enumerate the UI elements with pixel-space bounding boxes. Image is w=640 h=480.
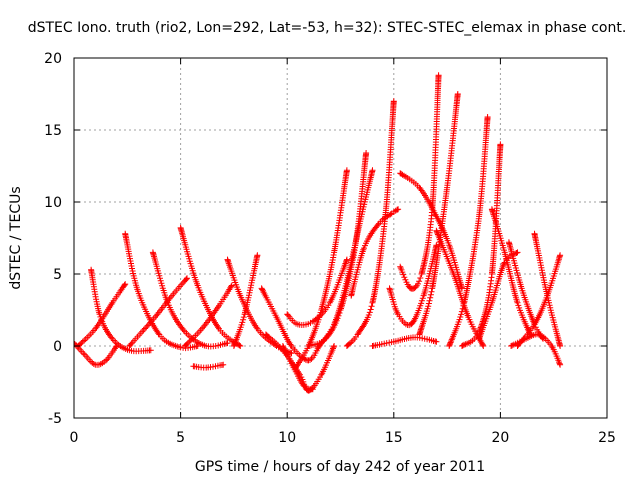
y-tick-label: 5 [53, 267, 62, 283]
series-arc-21 [386, 242, 440, 329]
series-arc-34 [508, 331, 564, 368]
series-arc-9 [190, 361, 227, 371]
x-tick-label: 10 [278, 430, 296, 446]
x-tick-label: 0 [70, 430, 79, 446]
series-markers [122, 230, 201, 352]
series-markers [316, 167, 376, 349]
x-tick-label: 5 [176, 430, 185, 446]
series-arc-28 [459, 141, 504, 349]
y-axis-title: dSTEC / TECUs [8, 186, 24, 289]
series-markers [88, 266, 154, 355]
series-markers [348, 206, 402, 299]
series-arc-16 [284, 256, 350, 328]
y-tick-label: 10 [44, 195, 62, 211]
series-arc-6 [149, 249, 231, 350]
series-markers [181, 282, 235, 349]
series-arc-1 [74, 340, 120, 368]
series-markers [386, 242, 440, 329]
series-markers [149, 249, 231, 350]
series-arc-12 [258, 285, 323, 364]
series-markers [343, 98, 397, 349]
tick-layer: 0 5 10 15 20 25 -5 0 5 10 15 20 [44, 51, 616, 446]
x-tick-label: 25 [598, 430, 616, 446]
series-markers [508, 331, 564, 368]
series-markers [433, 227, 487, 349]
series-markers [258, 285, 323, 364]
series-markers [459, 141, 504, 349]
series-arc-8 [181, 282, 235, 349]
series-arc-26 [433, 227, 487, 349]
series-arc-27 [446, 114, 491, 349]
series-arc-4 [122, 230, 201, 352]
series-arc-24 [416, 91, 461, 338]
series-markers [190, 361, 227, 371]
series-markers [416, 91, 461, 338]
series-arc-20 [348, 206, 402, 299]
x-tick-label: 20 [491, 430, 509, 446]
series-markers [446, 114, 491, 349]
series-markers [369, 334, 440, 349]
y-tick-label: 20 [44, 51, 62, 67]
series-markers [292, 167, 350, 371]
data-layer [74, 72, 564, 394]
series-arc-19 [343, 98, 397, 349]
y-tick-label: 0 [53, 339, 62, 355]
series-arc-14 [279, 343, 316, 393]
x-axis-title: GPS time / hours of day 242 of year 2011 [195, 459, 485, 475]
series-markers [284, 256, 350, 328]
grid-layer [74, 58, 607, 418]
series-arc-18 [316, 167, 376, 349]
chart-title: dSTEC Iono. truth (rio2, Lon=292, Lat=-5… [28, 20, 627, 36]
series-arc-25 [369, 334, 440, 349]
series-arc-2 [75, 281, 129, 349]
x-tick-label: 15 [385, 430, 403, 446]
series-markers [488, 206, 534, 338]
series-arc-15 [292, 167, 350, 371]
y-tick-label: 15 [44, 123, 62, 139]
series-arc-29 [488, 206, 534, 338]
plot-frame [73, 57, 608, 419]
series-markers [230, 252, 261, 349]
series-markers [279, 343, 316, 393]
y-tick-label: -5 [48, 411, 62, 427]
series-markers [74, 340, 120, 368]
series-arc-3 [88, 266, 154, 355]
series-markers [75, 281, 129, 349]
series-arc-11 [230, 252, 261, 349]
